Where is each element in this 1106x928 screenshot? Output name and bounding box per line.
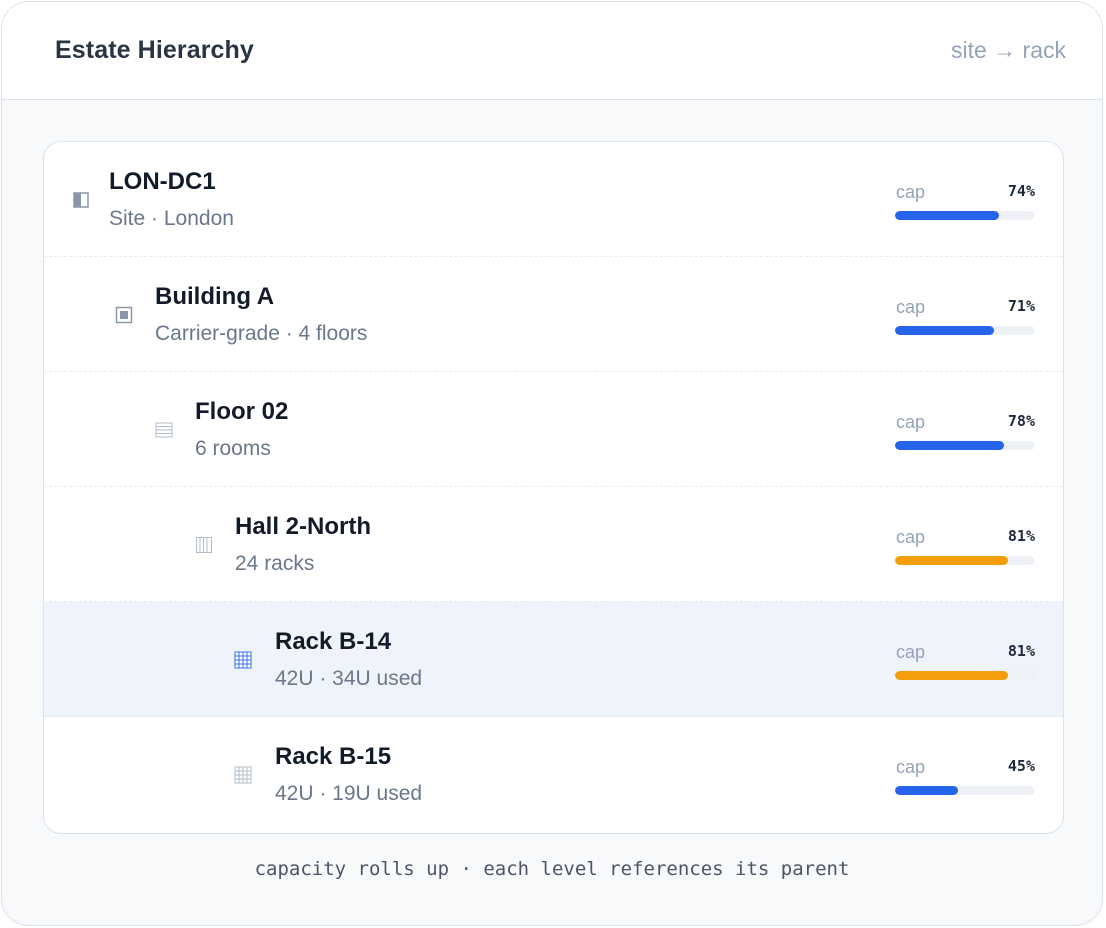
cap-label: cap [896, 297, 926, 317]
cap-percent: 78% [1007, 412, 1035, 430]
row-name: Hall 2-North [235, 513, 372, 540]
tree-row-rack-b15[interactable]: Rack B-15 42U · 19U used cap 45% [44, 717, 1063, 832]
capacity-bar [895, 786, 1035, 795]
capacity-fill [895, 556, 1009, 565]
capacity-fill [895, 326, 995, 335]
cap-label: cap [896, 182, 926, 202]
capacity-fill [895, 671, 1009, 680]
hierarchy-tree: LON-DC1 Site · London cap 74% Building A… [43, 141, 1064, 834]
building-icon [115, 306, 133, 324]
cap-label: cap [896, 412, 926, 432]
cap-percent: 81% [1007, 527, 1035, 545]
capacity-fill [895, 786, 958, 795]
cap-percent: 45% [1007, 757, 1035, 775]
row-meta: 42U · 34U used [275, 667, 423, 690]
row-name: Rack B-15 [275, 743, 392, 770]
row-meta: Site · London [109, 207, 234, 230]
hall-icon [195, 536, 213, 554]
capacity-bar [895, 671, 1035, 680]
row-meta: 6 rooms [195, 437, 271, 460]
cap-percent: 81% [1007, 642, 1035, 660]
row-name: Floor 02 [195, 398, 289, 425]
row-meta: Carrier-grade · 4 floors [155, 322, 368, 345]
row-meta: 42U · 19U used [275, 782, 423, 805]
cap-percent: 71% [1007, 297, 1035, 315]
capacity-bar [895, 441, 1035, 450]
cap-label: cap [896, 642, 926, 662]
row-meta: 24 racks [235, 552, 315, 575]
capacity-bar [895, 556, 1035, 565]
row-name: Building A [155, 283, 275, 310]
site-icon [72, 191, 90, 209]
tree-row-rack-b14[interactable]: Rack B-14 42U · 34U used cap 81% [44, 602, 1063, 717]
panel-header: Estate Hierarchy site → rack [2, 2, 1102, 100]
row-name: Rack B-14 [275, 628, 392, 655]
rack-icon [234, 766, 252, 784]
footer-note: capacity rolls up · each level reference… [254, 858, 850, 880]
capacity-bar [895, 211, 1035, 220]
rack-icon [234, 651, 252, 669]
tree-row-building[interactable]: Building A Carrier-grade · 4 floors cap … [44, 257, 1063, 372]
cap-label: cap [896, 757, 926, 777]
tree-row-floor[interactable]: Floor 02 6 rooms cap 78% [44, 372, 1063, 487]
capacity-bar [895, 326, 1035, 335]
tree-row-site[interactable]: LON-DC1 Site · London cap 74% [44, 142, 1063, 257]
capacity-fill [895, 441, 1005, 450]
floor-icon [155, 421, 173, 439]
cap-label: cap [896, 527, 926, 547]
panel-title: Estate Hierarchy [55, 36, 254, 64]
tree-row-hall[interactable]: Hall 2-North 24 racks cap 81% [44, 487, 1063, 602]
capacity-fill [895, 211, 999, 220]
row-name: LON-DC1 [109, 168, 216, 195]
hierarchy-path: site → rack [950, 37, 1066, 63]
cap-percent: 74% [1007, 182, 1035, 200]
